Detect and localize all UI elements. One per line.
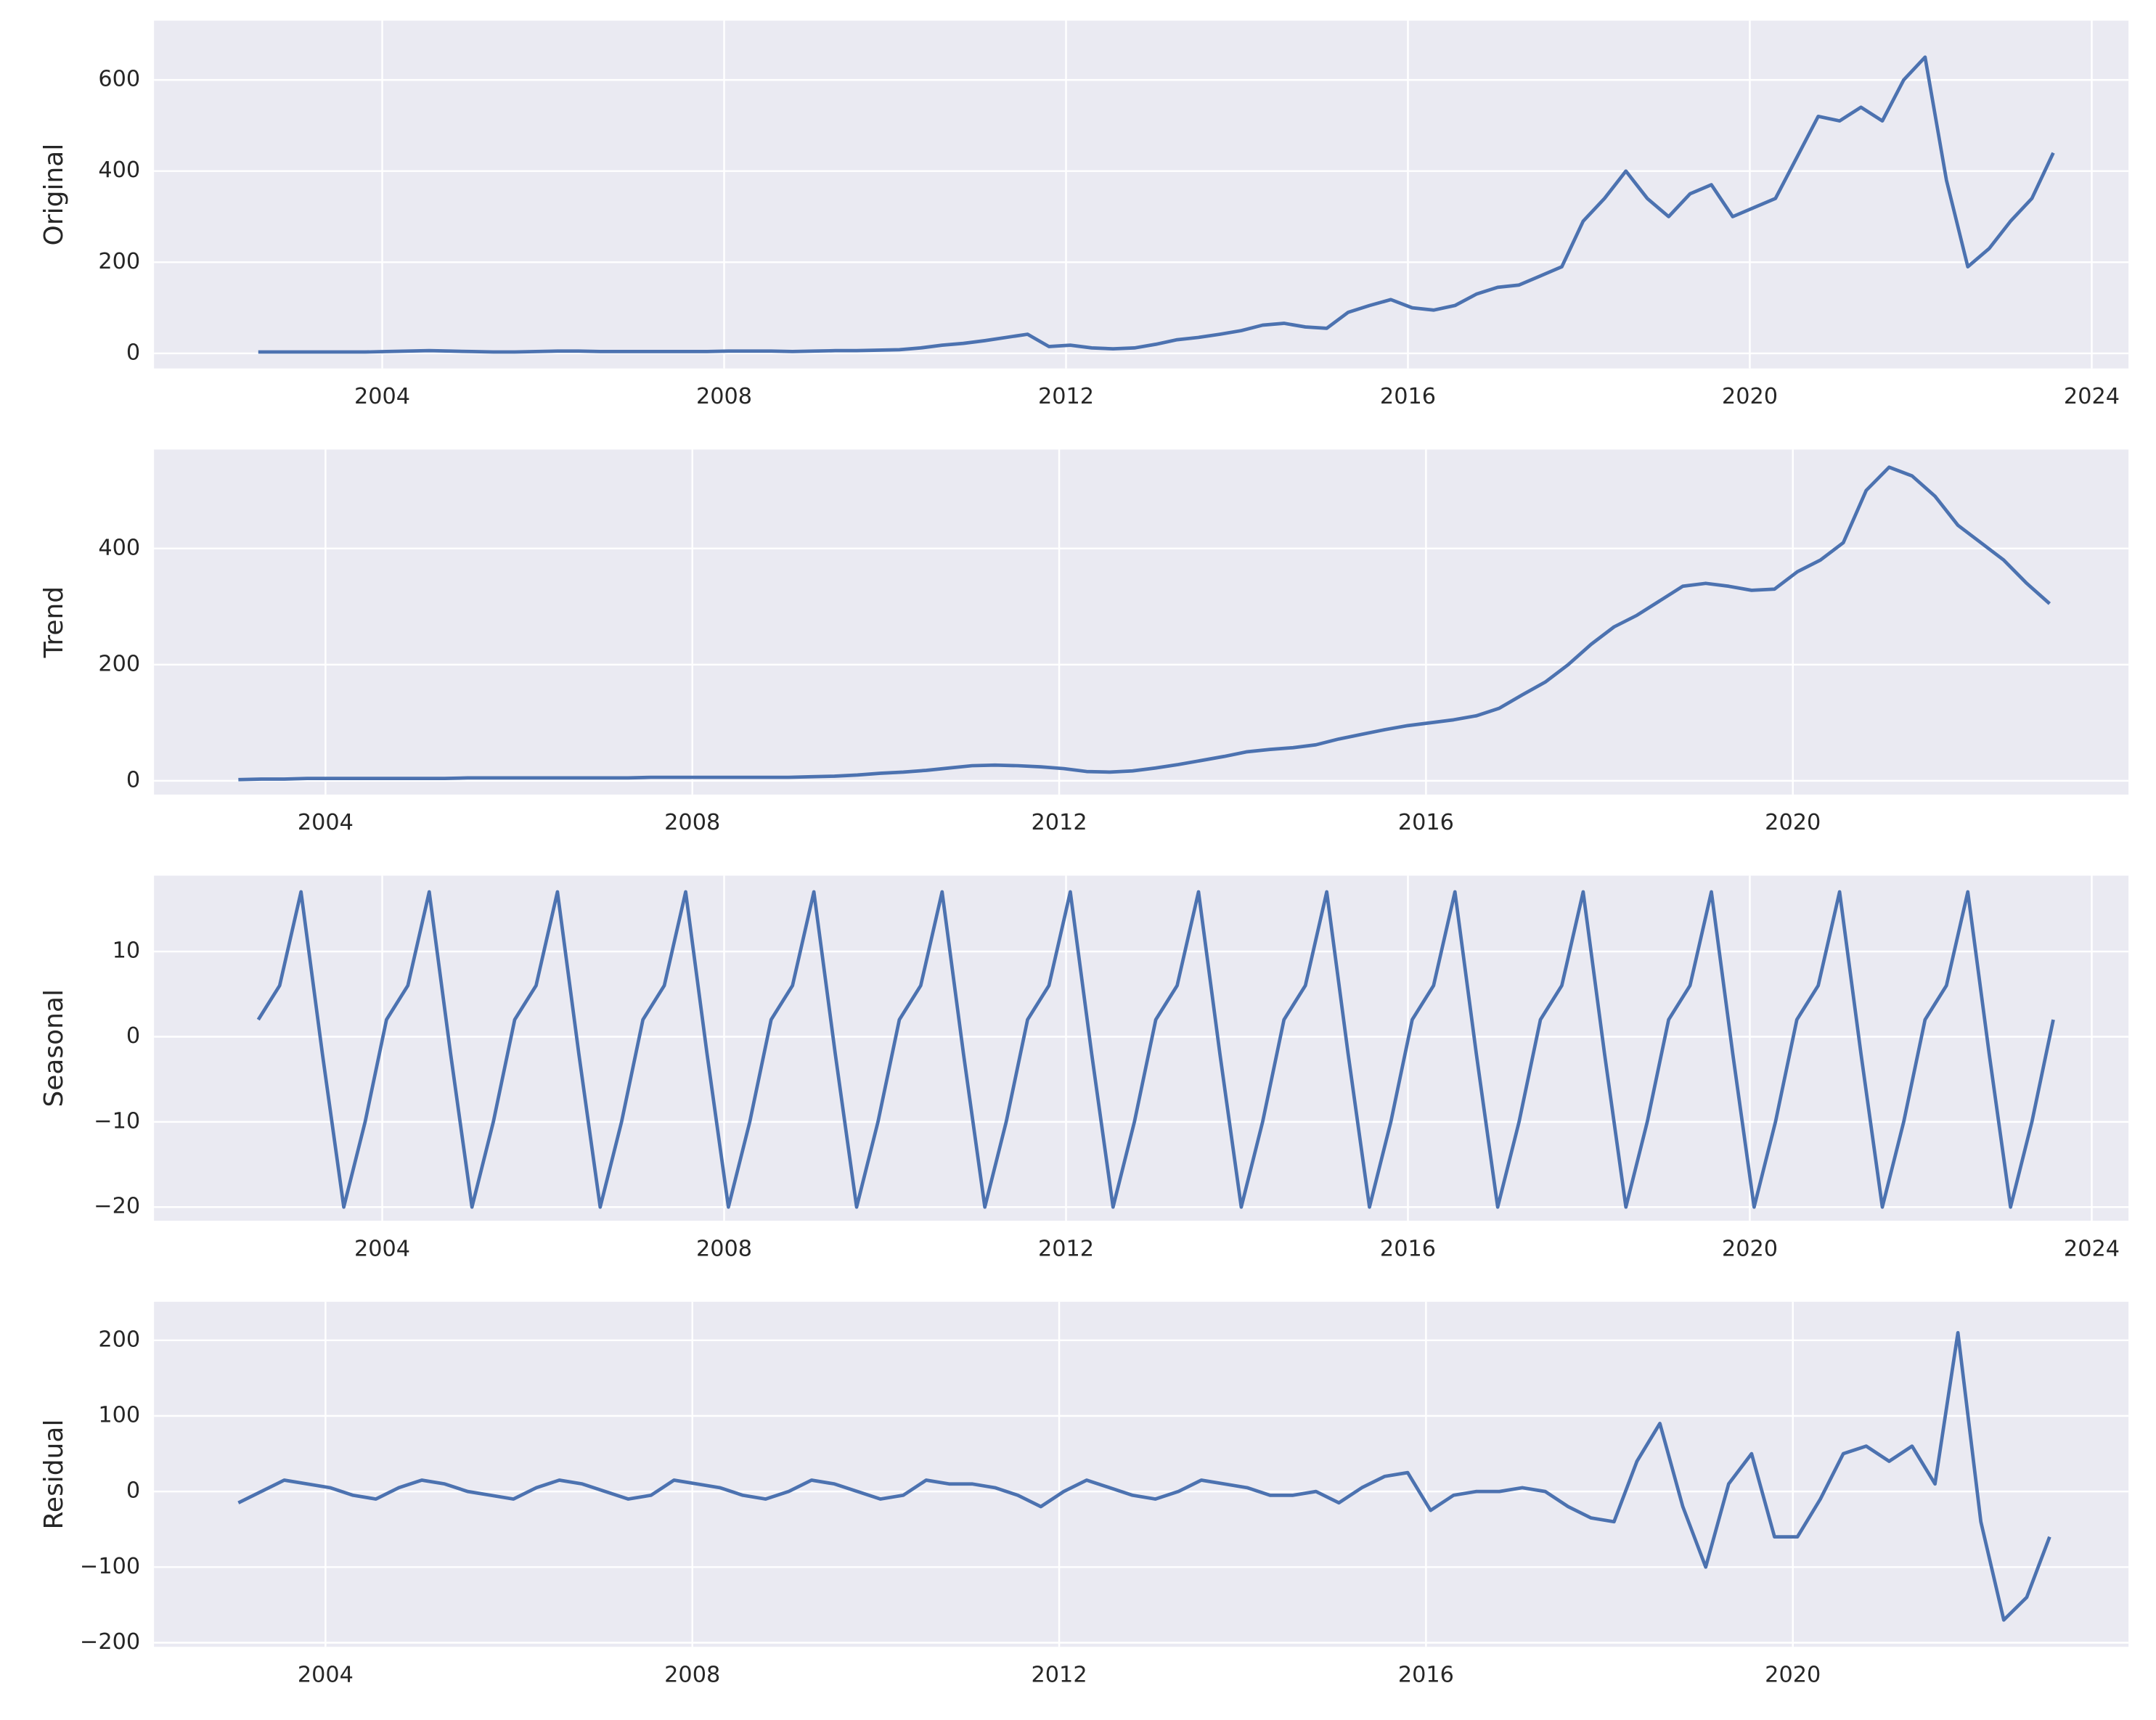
x-tick-label: 2020 (1765, 810, 1821, 835)
x-tick-label: 2020 (1765, 1662, 1821, 1687)
data-line (256, 890, 2055, 1209)
y-tick-label: 0 (126, 1478, 140, 1504)
y-tick-label: 10 (113, 938, 141, 964)
x-tick-label: 2004 (298, 810, 354, 835)
data-line (238, 465, 2051, 782)
y-tick-label: 0 (126, 340, 140, 365)
data-line (258, 55, 2055, 354)
x-tick-label: 2020 (1722, 384, 1778, 409)
y-tick-label: 0 (126, 767, 140, 793)
y-tick-label: −100 (80, 1554, 140, 1579)
x-tick-label: 2012 (1038, 1236, 1094, 1261)
y-tick-label: 200 (98, 249, 140, 274)
y-axis-label: Original (39, 144, 69, 246)
y-tick-label: 100 (98, 1402, 140, 1428)
x-tick-label: 2024 (2064, 384, 2120, 409)
x-tick-label: 2008 (664, 1662, 720, 1687)
plot-area (154, 20, 2129, 369)
plot-area (154, 1301, 2129, 1647)
x-tick-label: 2012 (1038, 384, 1094, 409)
y-axis-label: Trend (39, 586, 69, 658)
x-tick-label: 2004 (354, 384, 410, 409)
x-tick-label: 2012 (1032, 810, 1087, 835)
y-tick-label: 200 (98, 1327, 140, 1352)
x-tick-label: 2016 (1398, 1662, 1454, 1687)
y-tick-label: 200 (98, 651, 140, 676)
y-tick-label: 0 (126, 1023, 140, 1049)
y-tick-label: −10 (94, 1108, 140, 1134)
x-tick-label: 2008 (696, 1236, 752, 1261)
y-tick-label: −200 (80, 1629, 140, 1655)
y-axis-label: Seasonal (39, 989, 69, 1107)
x-tick-label: 2004 (354, 1236, 410, 1261)
data-line (237, 1331, 2051, 1622)
y-tick-label: −20 (94, 1194, 140, 1219)
x-tick-label: 2012 (1032, 1662, 1087, 1687)
x-tick-label: 2008 (696, 384, 752, 409)
x-tick-label: 2016 (1380, 1236, 1436, 1261)
x-tick-label: 2008 (664, 810, 720, 835)
x-tick-label: 2020 (1722, 1236, 1778, 1261)
x-tick-label: 2004 (298, 1662, 354, 1687)
y-tick-label: 600 (98, 67, 140, 92)
y-tick-label: 400 (98, 535, 140, 560)
x-tick-label: 2016 (1398, 810, 1454, 835)
plot-area (154, 449, 2129, 795)
x-tick-label: 2024 (2064, 1236, 2120, 1261)
y-axis-label: Residual (39, 1420, 69, 1530)
x-tick-label: 2016 (1380, 384, 1436, 409)
y-tick-label: 400 (98, 157, 140, 183)
